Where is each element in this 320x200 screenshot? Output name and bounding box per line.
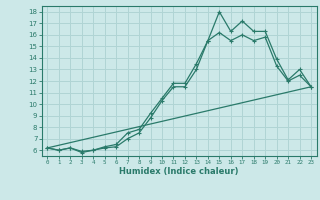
X-axis label: Humidex (Indice chaleur): Humidex (Indice chaleur) (119, 167, 239, 176)
